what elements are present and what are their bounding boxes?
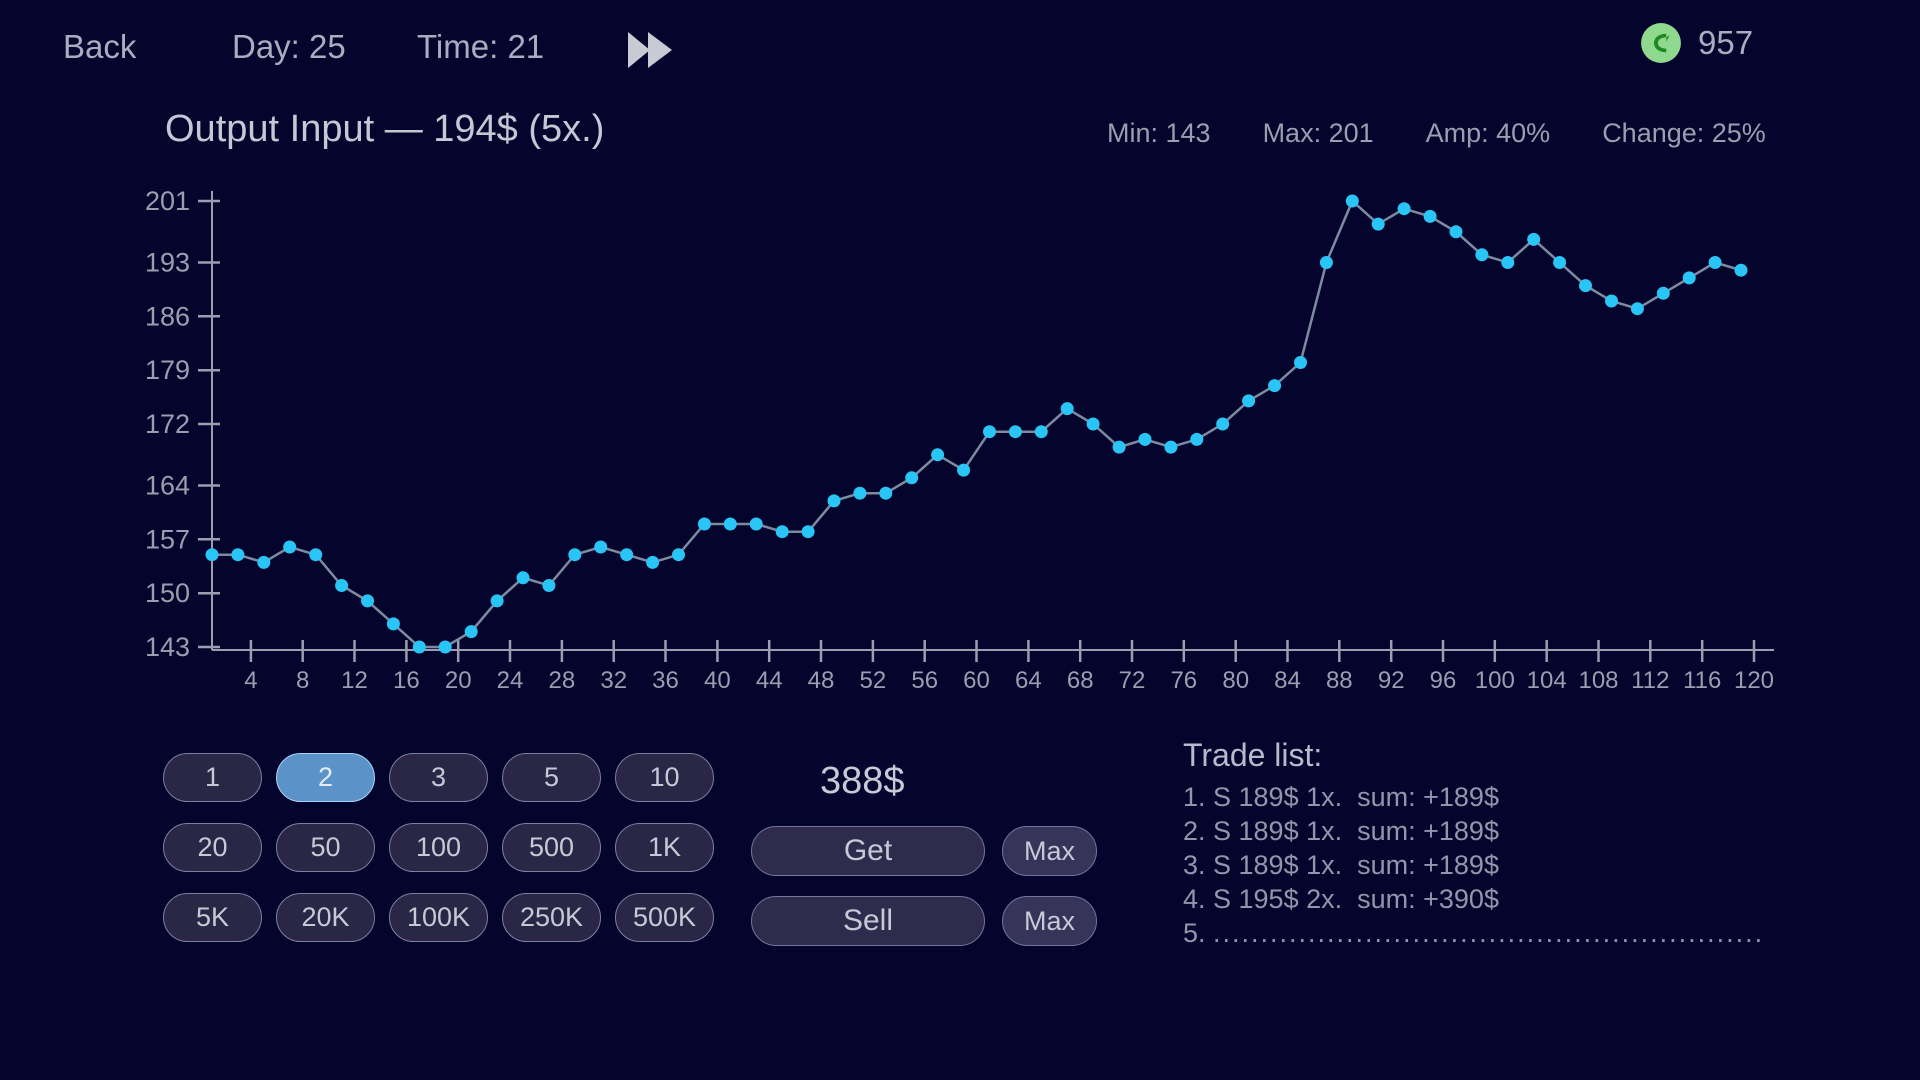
svg-text:52: 52	[860, 667, 887, 694]
svg-text:164: 164	[145, 471, 190, 501]
svg-text:100: 100	[1475, 667, 1515, 694]
svg-text:72: 72	[1119, 667, 1146, 694]
svg-text:44: 44	[756, 667, 783, 694]
svg-text:40: 40	[704, 667, 731, 694]
svg-text:186: 186	[145, 301, 190, 331]
svg-text:60: 60	[963, 667, 990, 694]
svg-text:157: 157	[145, 524, 190, 554]
svg-text:36: 36	[652, 667, 679, 694]
svg-text:92: 92	[1378, 667, 1405, 694]
svg-text:143: 143	[145, 632, 190, 662]
svg-text:193: 193	[145, 248, 190, 278]
svg-text:179: 179	[145, 355, 190, 385]
svg-text:116: 116	[1683, 667, 1721, 694]
svg-text:64: 64	[1015, 667, 1042, 694]
svg-text:84: 84	[1274, 667, 1301, 694]
svg-text:104: 104	[1527, 667, 1567, 694]
svg-text:28: 28	[549, 667, 576, 694]
svg-text:4: 4	[244, 667, 257, 694]
svg-text:24: 24	[497, 667, 524, 694]
svg-text:80: 80	[1222, 667, 1249, 694]
svg-text:8: 8	[296, 667, 309, 694]
svg-text:48: 48	[808, 667, 835, 694]
svg-text:76: 76	[1170, 667, 1197, 694]
svg-text:112: 112	[1631, 667, 1669, 694]
svg-text:150: 150	[145, 578, 190, 608]
svg-text:56: 56	[911, 667, 938, 694]
svg-text:16: 16	[393, 667, 420, 694]
svg-text:108: 108	[1578, 667, 1618, 694]
svg-text:96: 96	[1430, 667, 1457, 694]
svg-text:32: 32	[600, 667, 627, 694]
svg-text:12: 12	[341, 667, 368, 694]
svg-text:68: 68	[1067, 667, 1094, 694]
svg-text:120: 120	[1734, 667, 1774, 694]
svg-text:172: 172	[145, 409, 190, 439]
svg-text:20: 20	[445, 667, 472, 694]
svg-text:88: 88	[1326, 667, 1353, 694]
svg-text:201: 201	[145, 186, 190, 216]
